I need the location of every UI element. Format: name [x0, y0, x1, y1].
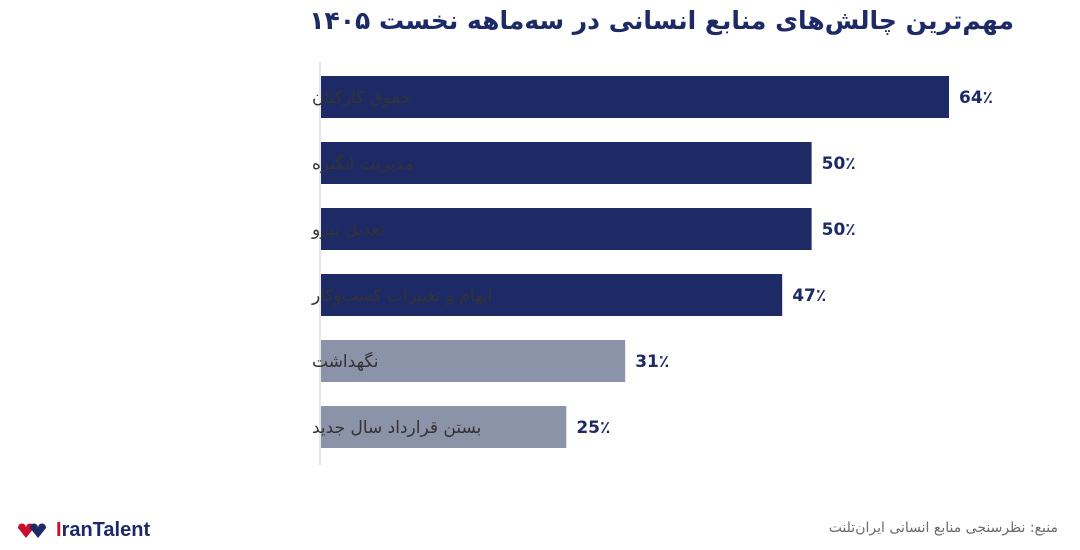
bar [321, 76, 949, 118]
bar [321, 208, 812, 250]
chart-title: مهم‌ترین چالش‌های منابع انسانی در سه‌ماه… [309, 6, 1014, 35]
bar [321, 340, 626, 382]
category-label: بستن قرارداد سال جدید [312, 418, 481, 438]
irantalent-logo: IranTalent [14, 518, 150, 542]
bar [321, 406, 567, 448]
bar [321, 142, 812, 184]
category-label: ابهام و تغییرات کسب‌وکار [311, 286, 492, 306]
bars-group: حقوق کارکنان 64٪ مدیریت انگیزه 50٪ تعدیل نیر… [311, 76, 993, 448]
source-text: منبع: نظرسنجی منابع انسانی ایران‌تلنت [828, 520, 1058, 536]
category-label: مدیریت انگیزه [312, 153, 413, 174]
value-label: 50٪ [822, 154, 856, 174]
category-label: تعدیل نیرو [311, 220, 385, 240]
logo-text: IranTalent [56, 518, 151, 541]
category-label: حقوق کارکنان [312, 88, 411, 108]
logo-icon [18, 523, 46, 538]
value-label: 47٪ [792, 286, 826, 306]
value-label: 64٪ [959, 88, 993, 108]
value-label: 50٪ [822, 220, 856, 240]
value-label: 25٪ [576, 418, 610, 438]
value-label: 31٪ [635, 352, 669, 372]
category-label: نگهداشت [312, 351, 379, 372]
bar [321, 274, 783, 316]
bar-chart: حقوق کارکنان 64٪ مدیریت انگیزه 50٪ تعدیل نیر… [311, 62, 993, 465]
